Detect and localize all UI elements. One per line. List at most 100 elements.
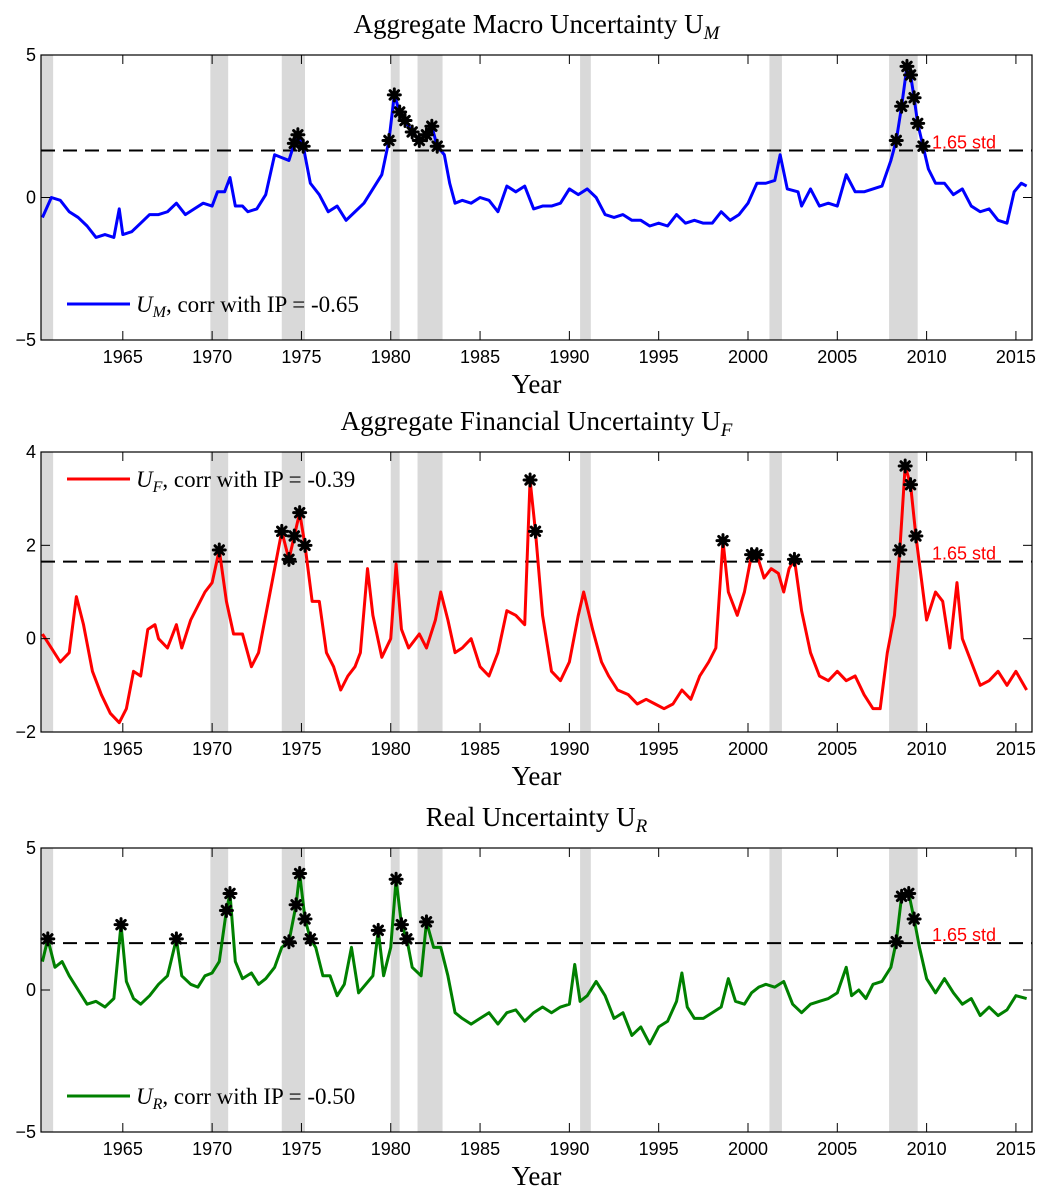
panel: Aggregate Financial Uncertainty UF 1965 19… bbox=[15, 406, 1035, 791]
title-text: Real Uncertainty U bbox=[426, 802, 636, 832]
series-line bbox=[41, 872, 1028, 1046]
exceedance-marker bbox=[388, 871, 404, 887]
x-tick-label: 1990 bbox=[549, 347, 589, 367]
x-tick-label: 1990 bbox=[549, 739, 589, 759]
exceedance-marker bbox=[381, 133, 397, 148]
exceedance-marker bbox=[274, 523, 290, 539]
legend-subscript: R bbox=[152, 1096, 163, 1113]
x-tick-label: 1985 bbox=[460, 739, 500, 759]
recession-band bbox=[281, 55, 306, 340]
y-tick-label: 0 bbox=[26, 629, 36, 649]
y-tick-label: 0 bbox=[26, 980, 36, 1000]
exceedance-marker bbox=[906, 90, 922, 106]
title-subscript: M bbox=[703, 23, 721, 44]
y-tick-label: 4 bbox=[26, 442, 36, 462]
title-subscript: R bbox=[635, 816, 648, 837]
exceedance-marker bbox=[393, 917, 409, 933]
x-tick-label: 1980 bbox=[371, 347, 411, 367]
exceedance-marker bbox=[297, 537, 313, 553]
threshold-label: 1.65 std bbox=[932, 544, 996, 564]
x-tick-label: 2015 bbox=[996, 347, 1036, 367]
legend-subscript: F bbox=[152, 479, 163, 496]
x-tick-label: 1975 bbox=[281, 347, 321, 367]
exceedance-marker bbox=[749, 547, 765, 563]
x-axis-label: Year bbox=[512, 369, 562, 399]
exceedance-marker bbox=[424, 118, 440, 134]
exceedance-marker bbox=[295, 138, 311, 154]
y-tick-label: −2 bbox=[15, 722, 36, 742]
exceedance-marker bbox=[302, 931, 318, 947]
exceedance-marker bbox=[527, 523, 543, 539]
x-tick-label: 1995 bbox=[639, 1139, 679, 1159]
x-tick-label: 2000 bbox=[728, 347, 768, 367]
exceedance-marker bbox=[897, 458, 913, 474]
exceedance-marker bbox=[286, 135, 302, 151]
exceedance-marker bbox=[297, 911, 313, 927]
legend-subscript: M bbox=[152, 304, 168, 321]
exceedance-marker bbox=[168, 931, 184, 947]
exceedance-marker bbox=[888, 133, 904, 148]
legend-label: UM, corr with IP = -0.65 bbox=[136, 292, 359, 321]
exceedance-marker bbox=[399, 931, 415, 947]
x-tick-label: 2010 bbox=[907, 347, 947, 367]
exceedance-marker bbox=[292, 505, 308, 521]
x-tick-label: 2005 bbox=[817, 347, 857, 367]
legend-label: UF, corr with IP = -0.39 bbox=[136, 467, 355, 496]
exceedance-marker bbox=[906, 911, 922, 927]
x-tick-label: 1990 bbox=[549, 1139, 589, 1159]
y-tick-label: 2 bbox=[26, 535, 36, 555]
exceedance-marker bbox=[411, 133, 427, 148]
exceedance-marker bbox=[522, 472, 538, 488]
plot-area bbox=[41, 452, 1032, 732]
x-tick-label: 2000 bbox=[728, 1139, 768, 1159]
legend-name: U bbox=[136, 467, 154, 492]
exceedance-marker bbox=[894, 888, 910, 904]
exceedance-marker bbox=[392, 104, 408, 120]
x-tick-label: 1970 bbox=[192, 1139, 232, 1159]
exceedance-marker bbox=[290, 127, 306, 143]
x-tick-label: 1995 bbox=[639, 347, 679, 367]
x-tick-label: 1985 bbox=[460, 347, 500, 367]
y-tick-label: 5 bbox=[26, 838, 36, 858]
exceedance-marker bbox=[370, 922, 386, 938]
exceedance-marker bbox=[894, 98, 910, 114]
x-tick-label: 2015 bbox=[996, 1139, 1036, 1159]
exceedance-marker bbox=[903, 67, 919, 83]
y-tick-label: −5 bbox=[15, 1122, 36, 1142]
exceedance-marker bbox=[903, 477, 919, 493]
recession-band bbox=[580, 55, 591, 340]
x-tick-label: 2010 bbox=[907, 1139, 947, 1159]
x-tick-label: 2005 bbox=[817, 1139, 857, 1159]
axes-frame bbox=[40, 54, 1033, 341]
recession-band bbox=[417, 452, 443, 732]
threshold-label: 1.65 std bbox=[932, 925, 996, 945]
exceedance-marker bbox=[286, 528, 302, 544]
exceedance-marker bbox=[281, 551, 297, 567]
x-tick-label: 1985 bbox=[460, 1139, 500, 1159]
recession-band bbox=[417, 55, 443, 340]
exceedance-marker bbox=[211, 542, 227, 558]
x-tick-label: 1965 bbox=[103, 347, 143, 367]
chart-title: Aggregate Financial Uncertainty UF bbox=[341, 406, 733, 441]
title-text: Aggregate Macro Uncertainty U bbox=[354, 9, 704, 39]
exceedance-marker bbox=[218, 902, 234, 918]
x-tick-label: 1965 bbox=[103, 739, 143, 759]
exceedance-marker bbox=[113, 917, 129, 933]
x-tick-label: 2000 bbox=[728, 739, 768, 759]
exceedance-marker bbox=[40, 931, 56, 947]
recession-band bbox=[769, 55, 782, 340]
recession-band bbox=[769, 848, 782, 1132]
x-tick-label: 1980 bbox=[371, 739, 411, 759]
axes-frame bbox=[40, 847, 1033, 1133]
x-tick-label: 1970 bbox=[192, 739, 232, 759]
recession-band bbox=[417, 848, 443, 1132]
y-tick-label: 0 bbox=[26, 188, 36, 208]
recession-band bbox=[580, 848, 591, 1132]
exceedance-marker bbox=[915, 138, 931, 154]
x-tick-label: 2010 bbox=[907, 739, 947, 759]
chart-title: Aggregate Macro Uncertainty UM bbox=[354, 9, 721, 44]
y-tick-label: 5 bbox=[26, 45, 36, 65]
